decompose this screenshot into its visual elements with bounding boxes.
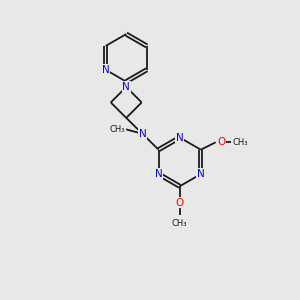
Text: N: N [122, 82, 130, 92]
Text: CH₃: CH₃ [172, 219, 188, 228]
Text: CH₃: CH₃ [232, 138, 248, 147]
Text: O: O [176, 198, 184, 208]
Text: N: N [139, 129, 146, 139]
Text: O: O [217, 137, 225, 147]
Text: CH₃: CH₃ [109, 125, 124, 134]
Text: N: N [197, 169, 205, 179]
Text: N: N [155, 169, 163, 179]
Text: N: N [176, 133, 184, 142]
Text: N: N [102, 65, 110, 75]
